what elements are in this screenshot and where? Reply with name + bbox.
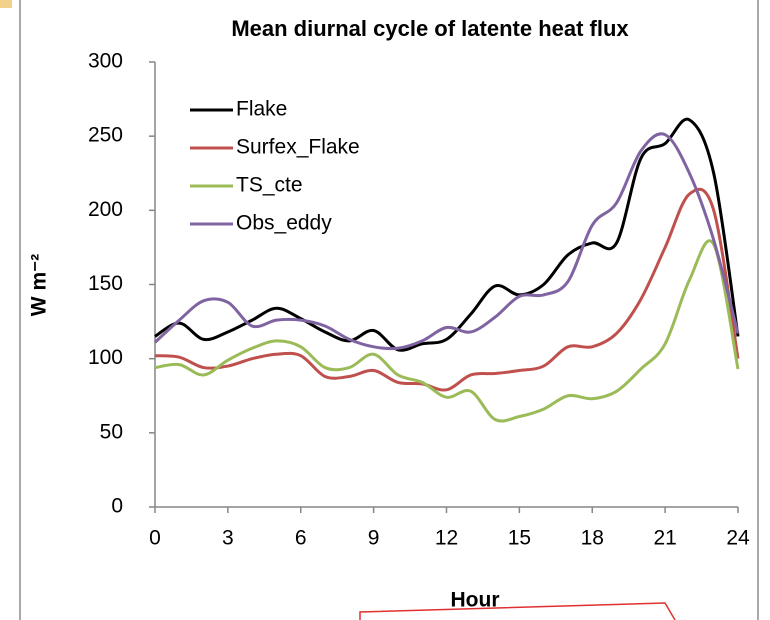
x-tick-label: 21 bbox=[653, 527, 676, 550]
legend-label: TS_cte bbox=[236, 174, 303, 197]
x-axis-label: Hour bbox=[451, 589, 500, 612]
x-tick-label: 18 bbox=[581, 527, 604, 550]
corner-strip bbox=[0, 0, 12, 8]
y-tick-label: 50 bbox=[100, 420, 123, 443]
series-line bbox=[154, 239, 740, 423]
x-tick-label: 3 bbox=[222, 527, 234, 550]
y-axis-label: W m⁻² bbox=[28, 254, 51, 316]
y-tick-label: 200 bbox=[88, 198, 123, 221]
x-tick-label: 15 bbox=[508, 527, 531, 550]
legend-label: Flake bbox=[236, 98, 287, 121]
chart-title: Mean diurnal cycle of latente heat flux bbox=[231, 16, 629, 41]
y-tick-label: 250 bbox=[88, 124, 123, 147]
x-tick-label: 0 bbox=[149, 527, 161, 550]
chart-frame bbox=[19, 0, 759, 620]
x-tick-label: 9 bbox=[368, 527, 380, 550]
y-tick-label: 150 bbox=[88, 272, 123, 295]
series-line bbox=[154, 187, 740, 392]
series-line bbox=[154, 117, 740, 352]
y-tick-label: 0 bbox=[111, 495, 123, 518]
annotation-box bbox=[359, 602, 676, 620]
x-tick-label: 24 bbox=[726, 527, 750, 550]
y-tick-label: 100 bbox=[88, 346, 123, 369]
legend-label: Obs_eddy bbox=[236, 212, 332, 235]
legend-label: Surfex_Flake bbox=[236, 136, 360, 159]
y-tick-label: 300 bbox=[88, 50, 123, 73]
x-tick-label: 6 bbox=[295, 527, 307, 550]
x-tick-label: 12 bbox=[435, 527, 458, 550]
series-line bbox=[153, 132, 740, 351]
